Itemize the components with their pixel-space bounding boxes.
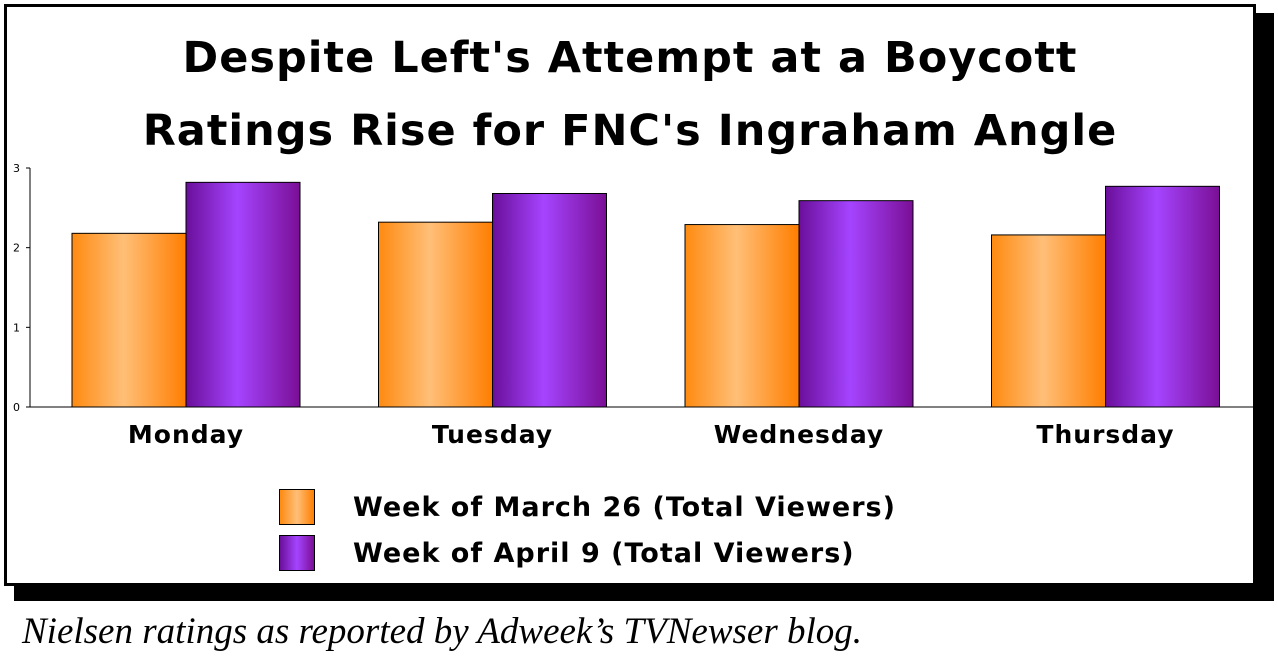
bars xyxy=(71,181,1220,408)
y-tick-label: 1 xyxy=(13,321,20,334)
bar-thursday-series-2 xyxy=(1105,185,1220,408)
chart-title-line-2: Ratings Rise for FNC's Ingraham Angle xyxy=(142,106,1118,156)
y-tick-label: 3 xyxy=(13,162,20,175)
x-tick-label: Thursday xyxy=(1036,420,1174,449)
chart-title: Despite Left's Attempt at a Boycott Rati… xyxy=(4,22,1256,168)
legend-swatch-purple xyxy=(279,535,315,571)
bar-wednesday-series-1 xyxy=(684,224,800,408)
x-tick-label: Wednesday xyxy=(714,420,884,449)
bar-tuesday-series-1 xyxy=(378,221,493,408)
legend-label: Week of March 26 (Total Viewers) xyxy=(353,491,896,523)
x-axis: Monday Tuesday Wednesday Thursday xyxy=(30,406,1256,449)
bar-monday-series-1 xyxy=(71,232,187,408)
legend: Week of March 26 (Total Viewers) Week of… xyxy=(279,484,896,576)
y-tick-label: 2 xyxy=(13,242,20,255)
x-tick-label: Monday xyxy=(128,420,244,449)
bar-wednesday-series-2 xyxy=(798,200,914,408)
y-axis: 0 1 2 3 xyxy=(13,162,31,414)
y-tick-label: 0 xyxy=(13,401,20,414)
bar-tuesday-series-2 xyxy=(492,192,607,408)
x-tick-label: Tuesday xyxy=(432,420,553,449)
bar-monday-series-2 xyxy=(185,181,301,408)
legend-item-march-26: Week of March 26 (Total Viewers) xyxy=(279,484,896,530)
legend-item-april-9: Week of April 9 (Total Viewers) xyxy=(279,530,896,576)
source-caption: Nielsen ratings as reported by Adweek’s … xyxy=(22,611,862,652)
legend-swatch-orange xyxy=(279,489,315,525)
bar-thursday-series-1 xyxy=(991,234,1106,408)
chart-title-line-1: Despite Left's Attempt at a Boycott xyxy=(182,33,1078,83)
legend-label: Week of April 9 (Total Viewers) xyxy=(353,537,855,569)
